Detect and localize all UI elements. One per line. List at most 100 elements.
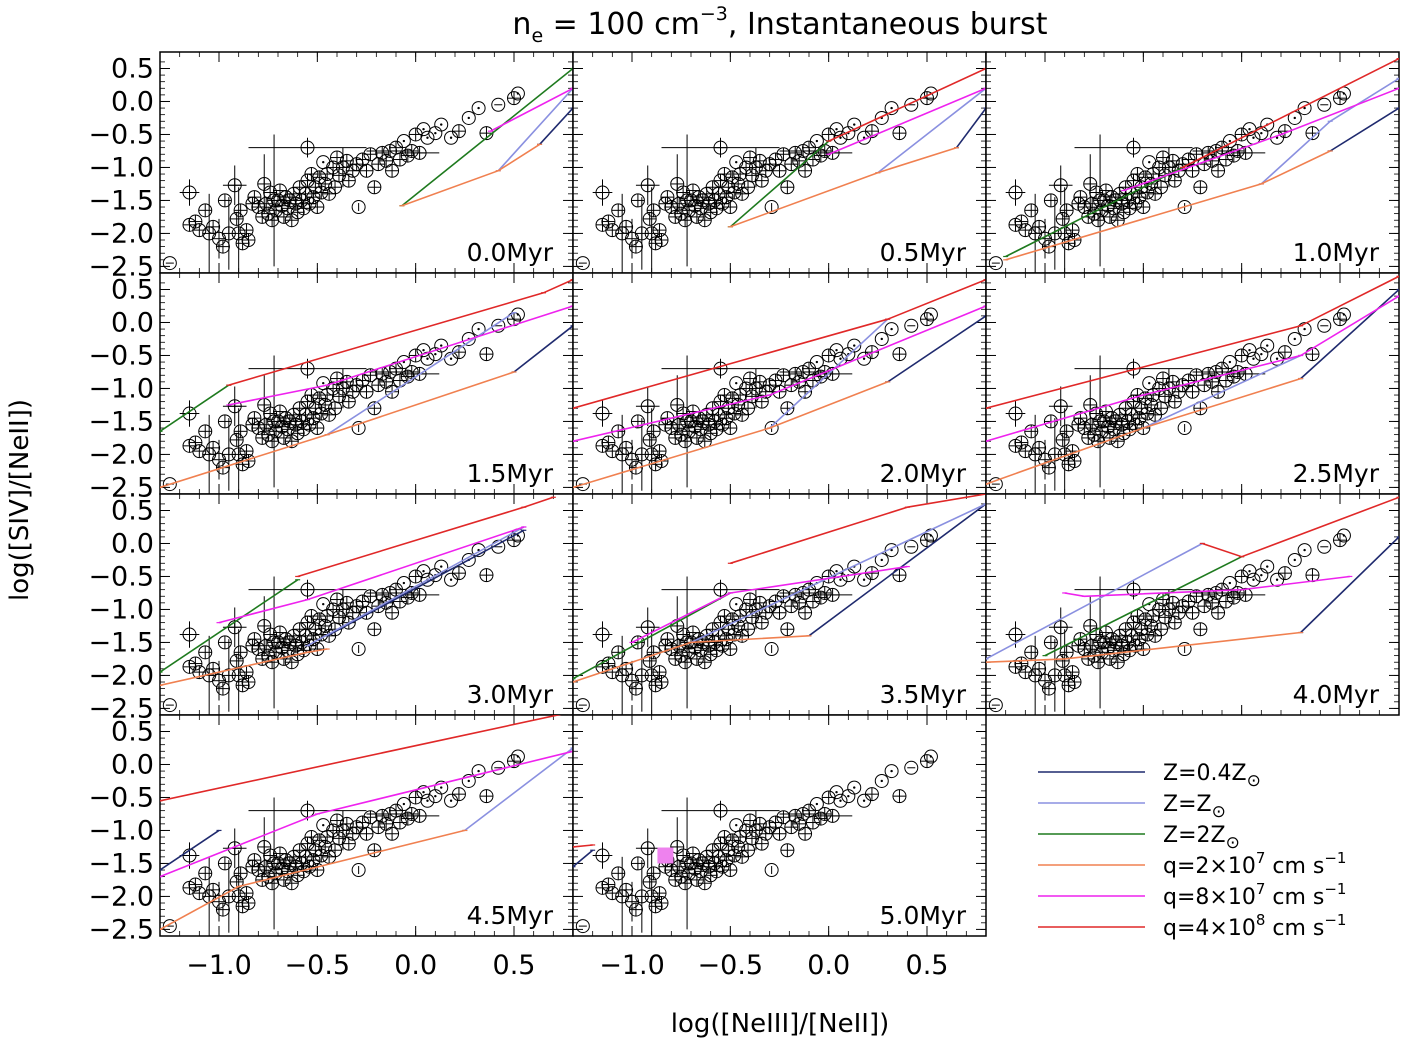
marker-dot — [449, 136, 453, 139]
observation-marker — [1336, 307, 1351, 322]
observation-point — [592, 400, 613, 427]
observation-point — [892, 568, 907, 583]
marker-dot — [449, 357, 453, 360]
model-track-z04 — [1329, 107, 1399, 152]
model-track-z2 — [729, 140, 830, 228]
observation-point — [363, 368, 378, 383]
model-track-q8e7 — [986, 295, 1399, 442]
observation-point — [310, 421, 325, 436]
observation-point — [741, 622, 756, 637]
observation-point — [884, 322, 899, 337]
observation-point — [233, 645, 248, 660]
observation-point — [375, 587, 390, 602]
observation-point — [1089, 185, 1104, 200]
observation-point — [1048, 165, 1073, 206]
observation-point — [1140, 627, 1155, 642]
observation-point — [359, 163, 374, 178]
observation-point — [247, 411, 262, 426]
x-axis-title: log([NeIII]/[NeII]) — [671, 1009, 890, 1039]
observation-point — [1116, 647, 1131, 662]
observation-marker — [874, 331, 889, 346]
observation-point — [222, 165, 247, 206]
model-track-z1 — [497, 87, 573, 172]
observation-marker — [847, 338, 862, 353]
panel-age-label: 1.0Myr — [1293, 238, 1380, 267]
observation-point — [276, 430, 291, 445]
observation-point — [630, 193, 645, 208]
observation-point — [341, 394, 356, 409]
observation-point — [727, 627, 742, 642]
observation-marker — [1260, 559, 1275, 574]
panel-age-label: 1.5Myr — [467, 459, 554, 488]
observation-point — [1193, 622, 1208, 637]
observation-point — [717, 167, 732, 182]
observation-point — [1116, 205, 1131, 220]
observation-point — [1305, 568, 1320, 583]
observation-point — [1277, 566, 1292, 581]
observation-point — [744, 610, 759, 625]
marker-dot — [322, 602, 325, 606]
observation-marker — [420, 572, 435, 587]
marker-dot — [1303, 327, 1306, 331]
marker-dot — [1260, 573, 1263, 577]
marker-dot — [1248, 348, 1251, 352]
observation-point — [644, 629, 659, 715]
observation-point — [375, 145, 390, 160]
observation-point — [1074, 579, 1193, 600]
panel-4-0myr: 4.0Myr — [985, 493, 1400, 716]
title-main: n — [512, 7, 531, 42]
observation-point — [310, 642, 325, 657]
model-track-q4e8 — [828, 67, 986, 142]
observation-point — [1067, 454, 1082, 469]
observation-point — [635, 386, 660, 427]
marker-dot — [1342, 313, 1346, 316]
observation-point — [215, 239, 230, 254]
observation-point — [1059, 424, 1074, 439]
observation-marker — [162, 256, 177, 271]
model-track-z1 — [877, 87, 986, 174]
observation-point — [717, 609, 732, 624]
marker-dot — [467, 116, 470, 120]
observation-marker — [396, 134, 411, 149]
observation-marker — [420, 130, 435, 145]
observation-point — [592, 621, 613, 648]
observation-marker — [874, 110, 889, 125]
observation-point — [703, 426, 718, 441]
observation-point — [904, 539, 919, 554]
observation-marker — [1317, 97, 1332, 112]
observation-point — [1177, 421, 1192, 436]
observation-point — [188, 435, 203, 450]
observation-point — [1287, 552, 1302, 567]
observation-marker — [162, 477, 177, 492]
observation-point — [1057, 629, 1072, 715]
observation-point — [817, 143, 832, 158]
y-tick-label: 0.0 — [111, 749, 154, 780]
observation-point — [239, 444, 254, 459]
observation-point — [703, 205, 718, 220]
y-tick-label: −1.0 — [88, 152, 154, 183]
observation-point — [780, 622, 795, 637]
observation-point — [314, 185, 329, 200]
observation-point — [1297, 543, 1312, 558]
model-track-z04 — [1300, 288, 1399, 380]
marker-dot — [735, 602, 738, 606]
observation-point — [367, 180, 382, 195]
marker-dot — [839, 136, 842, 139]
observation-point — [727, 185, 742, 200]
model-track-z04 — [887, 315, 986, 383]
observation-point — [1043, 193, 1058, 208]
observation-point — [654, 675, 669, 690]
observation-point — [1246, 572, 1261, 587]
observation-point — [904, 318, 919, 333]
marker-dot — [1228, 360, 1232, 364]
observation-marker — [833, 130, 848, 145]
observation-point — [605, 444, 620, 459]
marker-dot — [815, 139, 819, 143]
x-tick-label: 0.5 — [493, 950, 536, 981]
observation-point — [592, 179, 613, 206]
observation-marker — [847, 117, 862, 132]
y-tick-label: −2.5 — [88, 693, 154, 724]
model-track-z1 — [326, 311, 515, 436]
observation-point — [1048, 386, 1073, 427]
panel-age-label: 2.0Myr — [880, 459, 967, 488]
